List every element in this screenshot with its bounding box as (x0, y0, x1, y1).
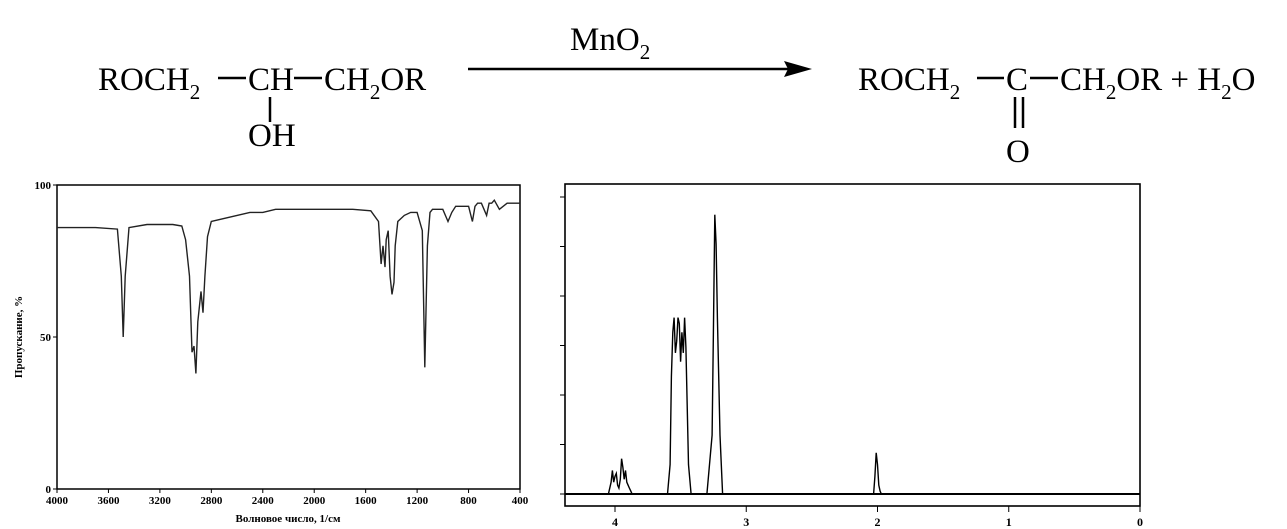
ir-x-tick-label: 4000 (46, 495, 69, 507)
nmr-x-tick-label: 2 (875, 515, 881, 529)
nmr-x-tick-label: 0 (1137, 515, 1143, 529)
reaction-arrow-head (784, 61, 812, 77)
ir-x-tick-label: 1600 (355, 495, 378, 507)
reactant-ch-group: CH (248, 62, 294, 98)
ir-x-tick-label: 3200 (149, 495, 172, 507)
ir-y-tick-label: 50 (40, 332, 52, 344)
nmr-x-tick-label: 4 (612, 515, 618, 529)
product-o-group: O (1006, 134, 1030, 170)
ir-y-axis-label: Пропускание, % (13, 296, 25, 378)
ir-series-line (57, 198, 520, 374)
ir-x-tick-label: 2400 (252, 495, 275, 507)
nmr-axis-ticks: 4 3 2 1 0 (560, 196, 1143, 529)
reactant-oh-group: OH (248, 118, 296, 154)
ir-x-axis-label: Волновое число, 1/см (236, 513, 341, 525)
product-rock-group: ROCH2 (858, 62, 960, 104)
nmr-chart: 4 3 2 1 0 (560, 183, 1143, 529)
ir-x-tick-label: 1200 (406, 495, 429, 507)
product-c-group: C (1006, 62, 1028, 98)
reactant-ch2or-group: CH2OR (324, 62, 426, 104)
ir-x-tick-label: 800 (460, 495, 477, 507)
nmr-plot-frame (564, 183, 1141, 507)
ir-x-tick-label: 2800 (200, 495, 223, 507)
ir-y-tick-label: 0 (46, 484, 52, 496)
nmr-x-tick-label: 3 (743, 515, 749, 529)
ir-y-tick-label: 100 (35, 180, 52, 192)
product-ch2or-group: CH2OR + H2O (1060, 62, 1255, 104)
nmr-series-line (588, 214, 1140, 495)
reaction-scheme: ROCH2 CH CH2OR OH MnO2 ROCH2 C CH2OR + H… (98, 22, 1255, 170)
ir-x-tick-label: 400 (512, 495, 529, 507)
ir-axis-ticks: 4000 3600 3200 2800 2400 2000 1600 1200 800 40005… (35, 180, 529, 507)
reagent-mno2: MnO2 (570, 22, 650, 64)
ir-chart: 4000 3600 3200 2800 2400 2000 1600 1200 800 40005… (13, 180, 529, 525)
nmr-x-tick-label: 1 (1006, 515, 1012, 529)
ir-x-tick-label: 3600 (97, 495, 120, 507)
ir-plot-frame (56, 184, 521, 490)
reactant-rock-group: ROCH2 (98, 62, 200, 104)
ir-x-tick-label: 2000 (303, 495, 326, 507)
